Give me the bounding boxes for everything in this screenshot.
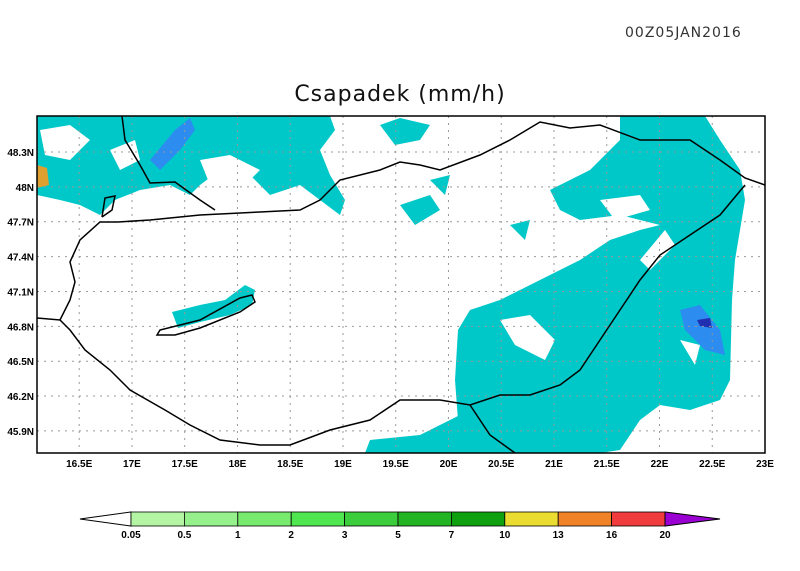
lon-tick-label: 18E	[229, 459, 247, 470]
colorbar-label: 0.05	[121, 530, 141, 541]
lon-tick-label: 20.5E	[488, 459, 514, 470]
lat-tick-label: 48N	[16, 183, 34, 194]
lon-tick-label: 19E	[334, 459, 352, 470]
country-borders	[37, 116, 765, 453]
precip-area-north	[380, 118, 530, 240]
precip-area-orange	[37, 165, 49, 188]
lon-tick-label: 21E	[545, 459, 563, 470]
colorbar-segment	[79, 511, 132, 527]
lon-tick-label: 18.5E	[277, 459, 303, 470]
lat-tick-label: 46.5N	[7, 357, 34, 368]
map-title: Csapadek (mm/h)	[294, 82, 506, 107]
hungary-border-east	[59, 184, 746, 446]
colorbar-segment	[450, 511, 506, 527]
border-serbia-romania	[469, 404, 516, 453]
lon-tick-label: 22.5E	[699, 459, 725, 470]
map-frame	[36, 115, 766, 454]
colorbar-label: 0.5	[177, 530, 191, 541]
colorbar-label: 3	[342, 530, 348, 541]
colorbar-label: 10	[499, 530, 511, 541]
lon-tick-label: 22E	[651, 459, 669, 470]
precip-shading	[37, 116, 745, 453]
precip-area-heavy	[697, 318, 712, 328]
colorbar-label: 1	[235, 530, 241, 541]
lon-tick-label: 20E	[440, 459, 458, 470]
colorbar-segment	[611, 511, 666, 527]
lat-tick-label: 46.2N	[7, 392, 34, 403]
lon-tick-label: 21.5E	[594, 459, 620, 470]
lat-tick-label: 46.8N	[7, 322, 34, 333]
colorbar-segment	[504, 511, 559, 527]
colorbar-segment	[344, 511, 399, 527]
colorbar-label: 13	[553, 530, 565, 541]
colorbar-segment	[557, 511, 613, 527]
axis-ticks: 16.5E 17E 17.5E 18E 18.5E 19E 19.5E 20E 20.5E 21E…	[7, 148, 774, 470]
border-danube-island	[101, 195, 116, 218]
colorbar-label: 5	[395, 530, 401, 541]
precip-area-balaton	[172, 285, 255, 328]
lon-tick-label: 19.5E	[383, 459, 409, 470]
colorbar-segment	[130, 511, 185, 527]
precip-area-northwest	[37, 116, 345, 215]
border-slovakia-austria	[121, 116, 216, 211]
colorbar-segment	[290, 511, 346, 527]
lon-tick-label: 17.5E	[172, 459, 198, 470]
lat-tick-label: 48.3N	[7, 148, 34, 159]
colorbar-label: 16	[606, 530, 618, 541]
colorbar-segment	[237, 511, 292, 527]
timestamp: 00Z05JAN2016	[625, 25, 742, 41]
hungary-border	[37, 121, 765, 321]
colorbar: 0.05 0.5 1 2 3 5 7 10 13 16 20	[79, 511, 721, 541]
colorbar-label: 7	[449, 530, 455, 541]
precip-area-east	[455, 116, 745, 453]
colorbar-segment	[397, 511, 452, 527]
precip-area-south	[365, 415, 485, 453]
colorbar-segment	[183, 511, 239, 527]
lat-tick-label: 47.1N	[7, 287, 34, 298]
lat-tick-label: 47.7N	[7, 218, 34, 229]
colorbar-segment	[664, 511, 721, 527]
colorbar-label: 2	[288, 530, 294, 541]
lon-tick-label: 23E	[756, 459, 774, 470]
lon-tick-label: 17E	[123, 459, 141, 470]
lat-tick-label: 47.4N	[7, 253, 34, 264]
lat-tick-label: 45.9N	[7, 427, 34, 438]
colorbar-label: 20	[659, 530, 671, 541]
lake-balaton	[155, 294, 256, 336]
lon-tick-label: 16.5E	[66, 459, 92, 470]
